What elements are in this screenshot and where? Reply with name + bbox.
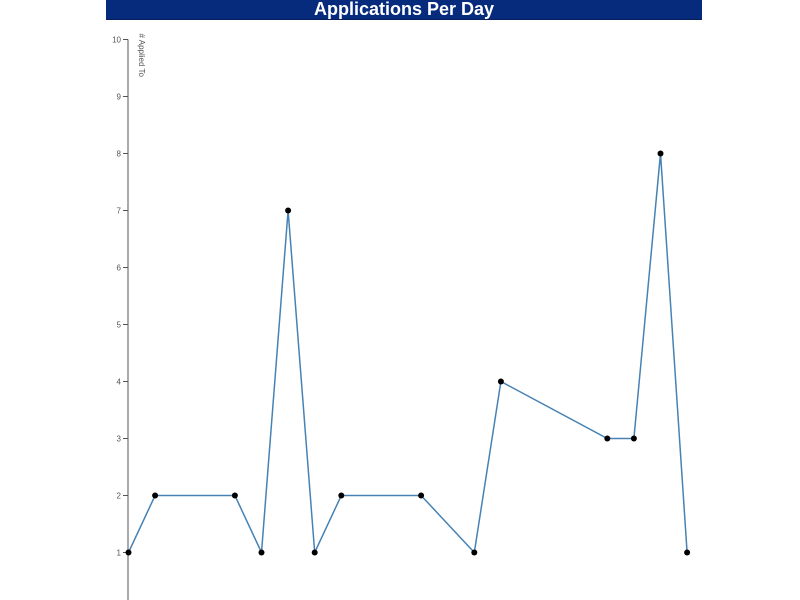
y-tick-label: 9 bbox=[117, 93, 122, 102]
y-axis-ticks: 1 2 3 4 5 6 7 8 9 10 bbox=[112, 36, 128, 558]
y-axis-title: # Applied To bbox=[137, 34, 146, 78]
data-point[interactable] bbox=[285, 207, 292, 214]
data-point[interactable] bbox=[152, 492, 159, 499]
data-point[interactable] bbox=[471, 549, 478, 556]
chart-title: Applications Per Day bbox=[106, 0, 702, 20]
y-tick-label: 7 bbox=[117, 207, 122, 216]
data-point[interactable] bbox=[258, 549, 265, 556]
data-point[interactable] bbox=[231, 492, 238, 499]
y-tick-label: 3 bbox=[117, 435, 122, 444]
series-line bbox=[127, 153, 688, 556]
data-point[interactable] bbox=[418, 492, 425, 499]
data-point[interactable] bbox=[338, 492, 345, 499]
y-tick-label: 6 bbox=[117, 264, 122, 273]
data-point[interactable] bbox=[125, 549, 132, 556]
y-tick-label: 5 bbox=[117, 321, 122, 330]
data-point[interactable] bbox=[684, 549, 691, 556]
data-point[interactable] bbox=[657, 150, 664, 157]
data-point[interactable] bbox=[497, 378, 504, 385]
y-tick-label: 2 bbox=[117, 492, 122, 501]
data-point[interactable] bbox=[604, 435, 611, 442]
y-tick-label: 10 bbox=[112, 36, 121, 45]
y-tick-label: 1 bbox=[117, 549, 122, 558]
data-points bbox=[125, 150, 691, 556]
data-point[interactable] bbox=[311, 549, 318, 556]
y-tick-label: 8 bbox=[117, 150, 122, 159]
data-point[interactable] bbox=[630, 435, 637, 442]
y-tick-label: 4 bbox=[117, 378, 122, 387]
